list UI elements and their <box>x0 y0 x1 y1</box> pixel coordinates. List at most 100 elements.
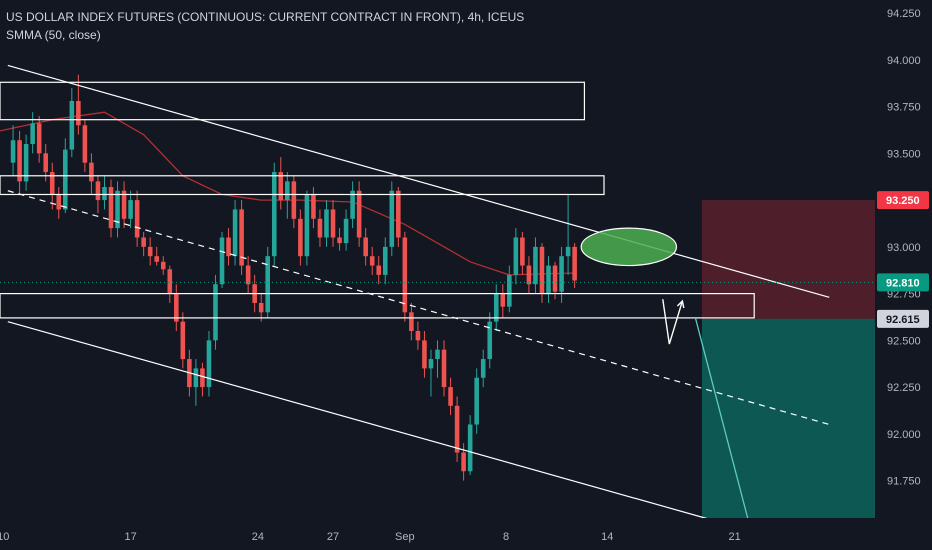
candle[interactable] <box>128 190 133 229</box>
candle[interactable] <box>147 237 153 266</box>
time-axis[interactable]: 10 17 24 27 Sep 8 14 21 <box>0 518 932 550</box>
candle[interactable] <box>200 362 205 397</box>
candle[interactable] <box>533 237 538 294</box>
candle[interactable] <box>337 228 342 251</box>
candle[interactable] <box>448 377 453 416</box>
candle[interactable] <box>526 256 532 294</box>
candle[interactable] <box>160 256 166 275</box>
candle[interactable] <box>552 261 558 300</box>
candle[interactable] <box>258 293 264 322</box>
price-axis[interactable]: 94.250 94.000 93.750 93.500 93.000 92.750 92.5… <box>875 0 932 550</box>
candle[interactable] <box>69 87 75 158</box>
candle[interactable] <box>454 396 460 462</box>
candle[interactable] <box>226 228 231 266</box>
candle[interactable] <box>376 256 382 285</box>
candle[interactable] <box>43 143 48 182</box>
candle[interactable] <box>56 187 62 219</box>
candle[interactable] <box>474 368 479 434</box>
candle[interactable] <box>389 181 395 257</box>
candle[interactable] <box>298 209 303 266</box>
candle[interactable] <box>213 274 218 350</box>
candle-body <box>167 269 173 294</box>
candle[interactable] <box>520 231 525 275</box>
candle-body <box>36 123 42 154</box>
candle[interactable] <box>435 340 440 378</box>
candle[interactable] <box>409 302 414 341</box>
candle[interactable] <box>154 246 160 266</box>
candle[interactable] <box>89 153 94 195</box>
candle[interactable] <box>441 340 447 397</box>
candle[interactable] <box>245 256 251 294</box>
indicator-label[interactable]: SMMA (50, close) <box>6 28 101 42</box>
candle[interactable] <box>572 243 577 288</box>
candle[interactable] <box>219 231 225 288</box>
candle[interactable] <box>265 246 271 318</box>
symbol-title[interactable]: US DOLLAR INDEX FUTURES (CONTINUOUS: CUR… <box>6 10 525 24</box>
candle-body <box>291 181 297 219</box>
candle[interactable] <box>49 162 55 210</box>
candle-body <box>115 190 120 229</box>
candle[interactable] <box>108 179 114 238</box>
candle[interactable] <box>304 190 310 266</box>
candle[interactable] <box>487 312 493 369</box>
candle[interactable] <box>10 125 16 176</box>
candle-body <box>402 237 408 313</box>
candle[interactable] <box>115 181 120 238</box>
candle[interactable] <box>271 162 277 266</box>
candle[interactable] <box>324 200 329 247</box>
candle[interactable] <box>23 134 29 191</box>
zone-boxes[interactable] <box>0 81 755 319</box>
candle[interactable] <box>285 172 290 219</box>
candle[interactable] <box>102 175 107 210</box>
candle[interactable] <box>317 209 323 247</box>
candle[interactable] <box>134 190 140 247</box>
candle[interactable] <box>396 187 401 247</box>
candle[interactable] <box>480 349 486 388</box>
candle[interactable] <box>232 200 238 266</box>
candle[interactable] <box>350 181 355 229</box>
candle[interactable] <box>565 194 571 275</box>
candle[interactable] <box>546 256 551 303</box>
candle[interactable] <box>82 119 88 173</box>
candle[interactable] <box>559 246 564 303</box>
candle[interactable] <box>382 237 388 285</box>
candle[interactable] <box>461 443 466 481</box>
candle[interactable] <box>422 330 427 378</box>
candle[interactable] <box>330 200 336 247</box>
candle[interactable] <box>278 157 284 210</box>
candle[interactable] <box>402 231 408 322</box>
candle[interactable] <box>180 312 186 369</box>
candle[interactable] <box>493 284 499 331</box>
candle[interactable] <box>17 130 22 195</box>
candle[interactable] <box>500 284 506 318</box>
candle[interactable] <box>291 175 297 229</box>
candle[interactable] <box>206 330 212 397</box>
channel-line <box>7 64 830 298</box>
candle[interactable] <box>513 228 519 285</box>
candles[interactable] <box>10 74 577 481</box>
trendlines[interactable] <box>7 64 830 523</box>
candle[interactable] <box>467 415 473 475</box>
candle[interactable] <box>121 181 127 229</box>
candle[interactable] <box>36 115 42 163</box>
candle[interactable] <box>76 74 81 135</box>
candle[interactable] <box>363 228 368 266</box>
candle[interactable] <box>428 349 434 397</box>
candle[interactable] <box>141 231 146 257</box>
candle[interactable] <box>311 187 316 229</box>
forecast-path[interactable] <box>662 299 749 519</box>
candle[interactable] <box>539 243 545 303</box>
candle[interactable] <box>369 246 375 275</box>
candle[interactable] <box>507 265 512 313</box>
candle[interactable] <box>343 209 349 251</box>
candle[interactable] <box>193 359 199 406</box>
highlight-ellipse[interactable] <box>580 227 678 267</box>
candle[interactable] <box>415 321 421 350</box>
candle[interactable] <box>167 265 173 303</box>
candle[interactable] <box>239 200 244 275</box>
candle[interactable] <box>356 181 362 247</box>
candle-body <box>258 302 264 313</box>
candle[interactable] <box>30 112 35 154</box>
candle[interactable] <box>174 284 179 331</box>
